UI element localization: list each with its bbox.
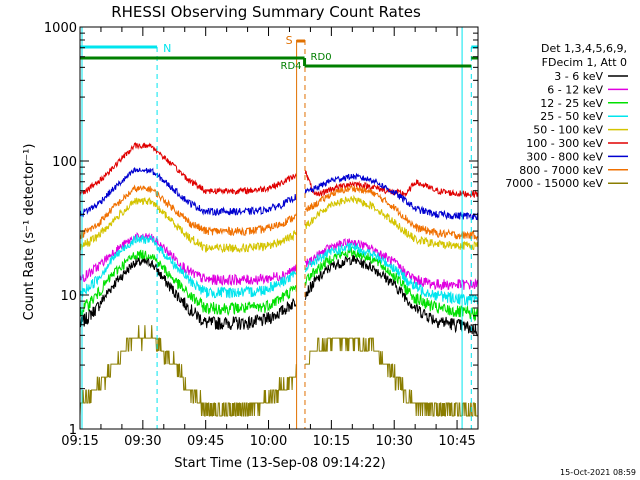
y-tick-label: 1 [69,423,77,438]
series-line-6 [79,167,479,221]
legend-header: Det 1,3,4,5,6,9, [541,42,627,55]
series-line-4 [79,194,479,254]
x-tick-label: 10:15 [313,434,350,449]
night-label: N [163,42,171,55]
legend-label: 800 - 7000 keV [519,164,603,177]
plot-area: N S RD4 RD0 [79,27,479,429]
legend-label: 6 - 12 keV [547,83,603,96]
x-tick-label: 10:45 [438,434,475,449]
y-tick-label: 1000 [44,21,77,36]
plot-frame [79,26,479,430]
y-tick-label: 10 [60,289,77,304]
y-axis-label: Count Rate (s⁻¹ detector⁻¹) [22,144,37,321]
legend: Det 1,3,4,5,6,9,FDecim 1, Att 03 - 6 keV… [505,42,628,190]
x-tick-label: 10:30 [375,434,412,449]
y-tick-label: 100 [52,155,77,170]
x-tick-label: 09:45 [187,434,224,449]
x-tick-label: 09:15 [61,434,98,449]
legend-header: FDecim 1, Att 0 [542,56,627,69]
x-axis-label: Start Time (13-Sep-08 09:14:22) [174,456,385,471]
series-line-2 [79,246,479,322]
chart-title: RHESSI Observing Summary Count Rates [111,3,421,21]
legend-label: 3 - 6 keV [554,70,603,83]
legend-label: 300 - 800 keV [526,150,603,163]
saa-label: S [286,34,293,47]
legend-label: 7000 - 15000 keV [505,177,603,190]
series-line-0 [79,254,479,337]
series-line-8 [79,325,478,417]
generation-timestamp: 15-Oct-2021 08:59 [560,468,636,477]
series-line-3 [79,234,479,306]
legend-label: 100 - 300 keV [526,137,603,150]
series-line-7 [79,184,478,241]
axes: 09:15 09:30 09:45 10:00 10:15 10:30 10:45 1 10 10… [44,21,479,449]
x-tick-label: 10:00 [250,434,287,449]
x-tick-label: 09:30 [124,434,161,449]
legend-label: 12 - 25 keV [540,97,603,110]
legend-label: 25 - 50 keV [540,110,603,123]
legend-label: 50 - 100 keV [533,124,603,137]
rate-label-before: RD4 [281,61,302,72]
rate-label-after: RD0 [311,52,332,63]
